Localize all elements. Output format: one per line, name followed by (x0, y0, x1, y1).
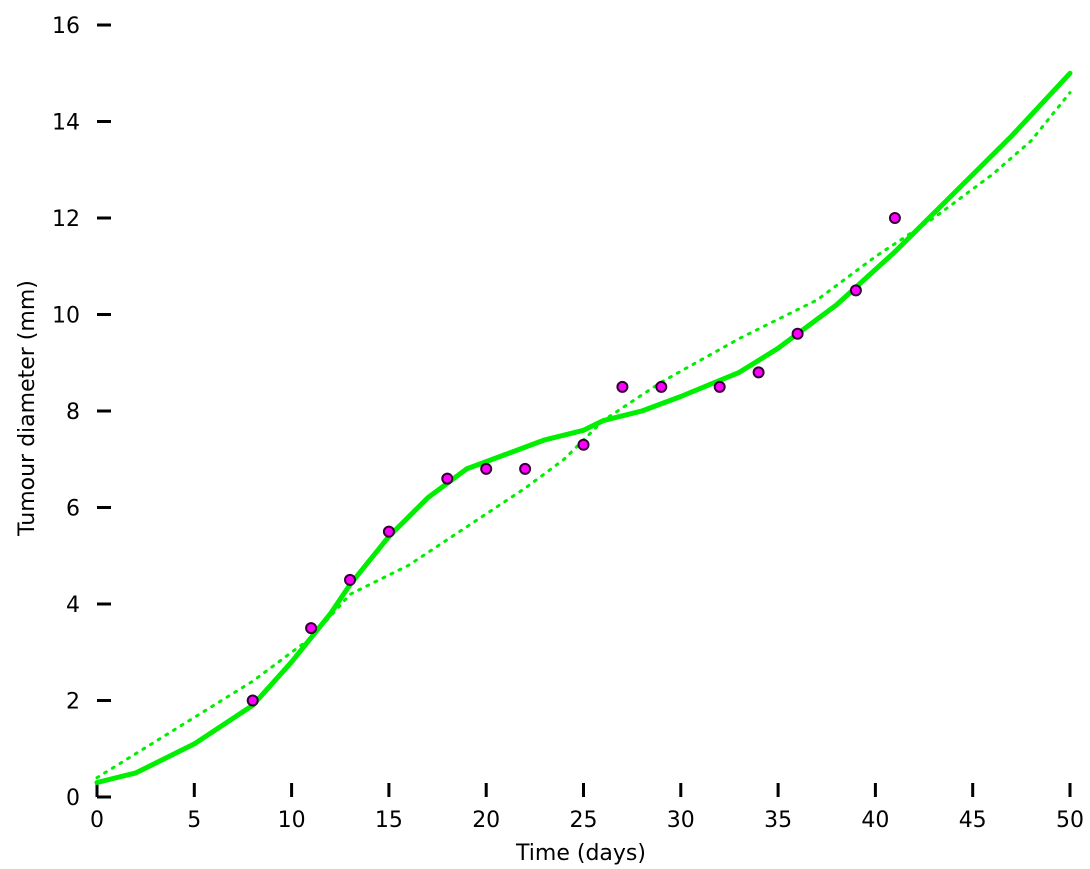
y-tick-label-7: 14 (52, 111, 80, 136)
data-point-9 (655, 380, 668, 393)
x-tick-label-6: 30 (667, 808, 695, 833)
data-point-10 (713, 380, 726, 393)
x-tick-label-5: 25 (570, 808, 598, 833)
y-tick-label-5: 10 (52, 304, 80, 329)
y-tick-label-1: 2 (66, 690, 80, 715)
x-tick-label-10: 50 (1056, 808, 1084, 833)
y-tick-label-0: 0 (66, 786, 80, 811)
data-point-11 (752, 366, 765, 379)
axes: 0 5 10 15 20 25 30 35 40 45 50 0 2 4 6 8 10 12 14 16 (52, 14, 1084, 833)
x-tick-label-3: 15 (375, 808, 403, 833)
x-tick-label-0: 0 (90, 808, 104, 833)
x-tick-label-9: 45 (959, 808, 987, 833)
data-point-3 (382, 525, 395, 538)
data-point-14 (888, 212, 901, 224)
y-tick-label-8: 16 (52, 14, 80, 39)
y-tick-label-3: 6 (66, 497, 80, 522)
data-point-13 (849, 284, 862, 297)
data-point-5 (480, 462, 493, 475)
data-point-1 (305, 622, 318, 635)
y-tick-label-2: 4 (66, 593, 80, 618)
data-point-0 (246, 694, 259, 707)
x-axis-title: Time (days) (515, 841, 646, 866)
data-point-4 (441, 472, 454, 485)
y-axis-title: Tumour diameter (mm) (15, 280, 40, 537)
x-tick-label-1: 5 (187, 808, 201, 833)
model-curve-dotted (95, 91, 1072, 780)
data-point-8 (616, 380, 629, 393)
model-curves (94, 70, 1073, 785)
data-point-6 (519, 462, 532, 475)
x-tick-label-4: 20 (472, 808, 500, 833)
data-point-12 (791, 327, 804, 340)
x-tick-label-2: 10 (278, 808, 306, 833)
y-tick-label-6: 12 (52, 207, 80, 232)
data-point-2 (344, 573, 356, 586)
x-tick-label-8: 40 (861, 808, 889, 833)
data-points (246, 212, 901, 707)
x-tick-label-7: 35 (764, 808, 792, 833)
model-curve-solid (94, 70, 1073, 785)
data-point-7 (577, 438, 590, 451)
y-tick-label-4: 8 (66, 400, 80, 425)
